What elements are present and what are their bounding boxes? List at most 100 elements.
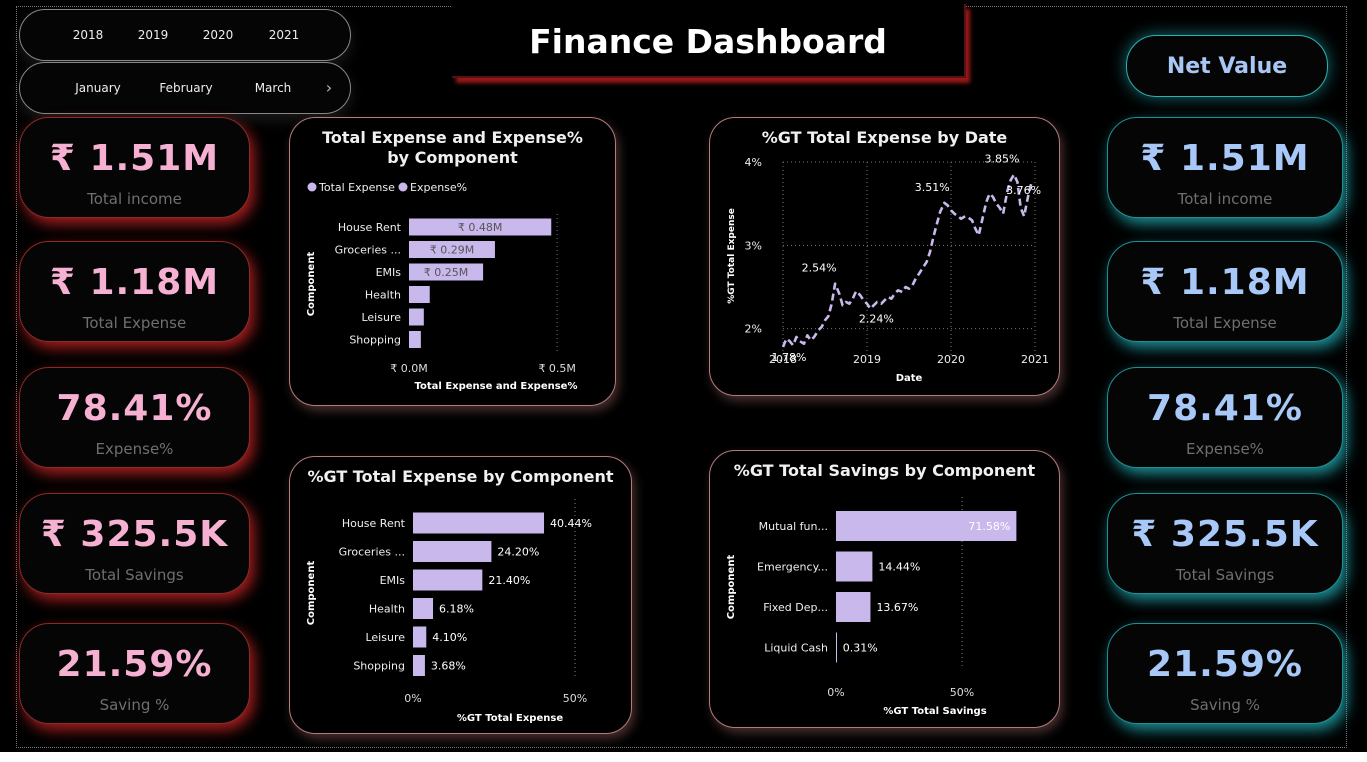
kpi-label: Expense% xyxy=(95,440,174,458)
category-label: Shopping xyxy=(349,334,401,347)
kpi-label: Total Savings xyxy=(1175,566,1275,584)
kpi-label: Saving % xyxy=(1190,696,1260,714)
data-label: 2.54% xyxy=(802,262,837,275)
x-tick-label: 2021 xyxy=(1021,353,1049,366)
chart-card-gt-savings-by-component: %GT Total Savings by Component 0% 50% Mutu… xyxy=(709,450,1060,728)
x-tick-label: 2020 xyxy=(937,353,965,366)
kpi-label: Saving % xyxy=(99,696,170,714)
data-label: 3.51% xyxy=(915,181,950,194)
page-title: Finance Dashboard xyxy=(529,22,887,61)
chart-expense-by-component: Total Expense Expense% ₹ 0.0M ₹ 0.5M House R… xyxy=(306,181,578,392)
bar xyxy=(409,218,552,236)
bar xyxy=(413,512,545,534)
bar xyxy=(413,598,434,619)
x-axis-label: %GT Total Expense xyxy=(457,713,563,724)
bar xyxy=(836,632,837,663)
slicer-year-2019[interactable]: 2019 xyxy=(137,28,169,42)
y-axis-label: Component xyxy=(306,252,317,317)
y-tick-label: 2% xyxy=(745,323,762,336)
kpi-total-savings-right: ₹ 325.5K Total Savings xyxy=(1107,493,1343,594)
slicer-month-march[interactable]: March xyxy=(254,81,292,95)
kpi-label: Total Expense xyxy=(1173,314,1277,332)
chart-title: %GT Total Savings by Component xyxy=(733,461,1036,480)
x-tick-label: ₹ 0.0M xyxy=(390,362,427,375)
bar xyxy=(413,655,425,676)
y-tick-label: 3% xyxy=(745,239,762,252)
category-label: House Rent xyxy=(342,517,406,530)
y-tick-label: 4% xyxy=(745,156,762,169)
chart-gt-savings-by-component: 0% 50% Mutual fun... 71.58% Emergency... 14.4… xyxy=(726,497,1017,717)
kpi-saving-percent-right: 21.59% Saving % xyxy=(1107,623,1343,724)
data-label: ₹ 0.25M xyxy=(424,266,468,279)
kpi-saving-percent: 21.59% Saving % xyxy=(19,623,250,724)
chart-card-expense-by-date: %GT Total Expense by Date 2% 3% 4% 2018 2019… xyxy=(709,117,1060,396)
data-label: ₹ 0.29M xyxy=(430,244,474,257)
slicer-year-2021[interactable]: 2021 xyxy=(268,28,300,42)
category-label: Groceries ... xyxy=(339,546,405,559)
data-label: 4.10% xyxy=(432,631,467,644)
kpi-total-income-right: ₹ 1.51M Total income xyxy=(1107,117,1343,218)
x-axis-label: Total Expense and Expense% xyxy=(415,381,578,392)
series-line xyxy=(781,173,1033,348)
bar xyxy=(409,241,495,258)
legend-label: Expense% xyxy=(410,181,467,194)
data-label: 3.76% xyxy=(1006,184,1041,197)
legend-marker xyxy=(398,182,408,192)
data-label: 6.18% xyxy=(439,603,474,616)
category-label: House Rent xyxy=(338,221,402,234)
category-label: Leisure xyxy=(365,631,405,644)
kpi-label: Total Expense xyxy=(82,314,187,332)
category-label: Health xyxy=(369,603,405,616)
category-label: Liquid Cash xyxy=(764,642,828,655)
title-banner: Finance Dashboard xyxy=(452,4,966,78)
data-label: 1.78% xyxy=(772,351,807,364)
slicer-year-2020[interactable]: 2020 xyxy=(202,28,234,42)
x-tick-label: ₹ 0.5M xyxy=(538,362,575,375)
bar xyxy=(836,592,871,622)
kpi-total-expense: ₹ 1.18M Total Expense xyxy=(19,241,250,342)
y-axis-label: Component xyxy=(306,561,317,626)
kpi-label: Total Savings xyxy=(85,566,184,584)
slicer-year-2018[interactable]: 2018 xyxy=(72,28,104,42)
chart-expense-by-date: 2% 3% 4% 2018 2019 2020 2021 1.78% 2.54% 2.24% 3.5… xyxy=(727,153,1049,385)
net-value-button[interactable]: Net Value xyxy=(1126,35,1328,97)
status-bar xyxy=(0,752,1367,762)
category-label: EMIs xyxy=(380,574,406,587)
bar xyxy=(409,331,421,348)
x-axis-label: %GT Total Savings xyxy=(883,706,986,717)
net-value-label: Net Value xyxy=(1166,54,1288,79)
kpi-value: ₹ 1.18M xyxy=(49,262,220,303)
kpi-value: ₹ 1.51M xyxy=(49,138,220,179)
x-tick-label: 50% xyxy=(563,692,587,705)
kpi-value: 21.59% xyxy=(56,644,213,685)
kpi-value: ₹ 1.18M xyxy=(1140,262,1310,303)
legend-label: Total Expense xyxy=(318,181,395,194)
chart-title: Total Expense and Expense% by Component xyxy=(322,128,583,167)
chart-title: %GT Total Expense by Component xyxy=(307,467,614,486)
bar xyxy=(836,511,1017,541)
chart-card-expense-by-component: Total Expense and Expense% by Component … xyxy=(289,117,616,406)
x-tick-label: 2019 xyxy=(853,353,881,366)
year-slicer: 2018 2019 2020 2021 xyxy=(19,9,351,61)
kpi-total-expense-right: ₹ 1.18M Total Expense xyxy=(1107,241,1343,342)
category-label: Health xyxy=(365,289,401,302)
data-label: 0.31% xyxy=(843,642,878,655)
slicer-month-january[interactable]: January xyxy=(75,81,121,95)
category-label: Leisure xyxy=(361,311,401,324)
bar xyxy=(409,263,484,281)
x-tick-label: 2018 xyxy=(769,353,797,366)
x-axis-label: Date xyxy=(896,373,923,384)
y-axis-label: Component xyxy=(726,555,737,620)
kpi-value: 21.59% xyxy=(1147,644,1303,685)
bar xyxy=(413,541,492,562)
data-label: 24.20% xyxy=(497,546,539,559)
chart-title: %GT Total Expense by Date xyxy=(761,128,1008,147)
data-label: 3.85% xyxy=(985,153,1020,166)
kpi-label: Total income xyxy=(87,190,182,208)
category-label: Groceries ... xyxy=(335,244,401,257)
category-label: Emergency... xyxy=(757,561,828,574)
data-label: 40.44% xyxy=(550,517,592,530)
chevron-right-icon[interactable]: › xyxy=(325,78,333,97)
kpi-value: ₹ 1.51M xyxy=(1140,138,1310,179)
slicer-month-february[interactable]: February xyxy=(159,81,213,95)
